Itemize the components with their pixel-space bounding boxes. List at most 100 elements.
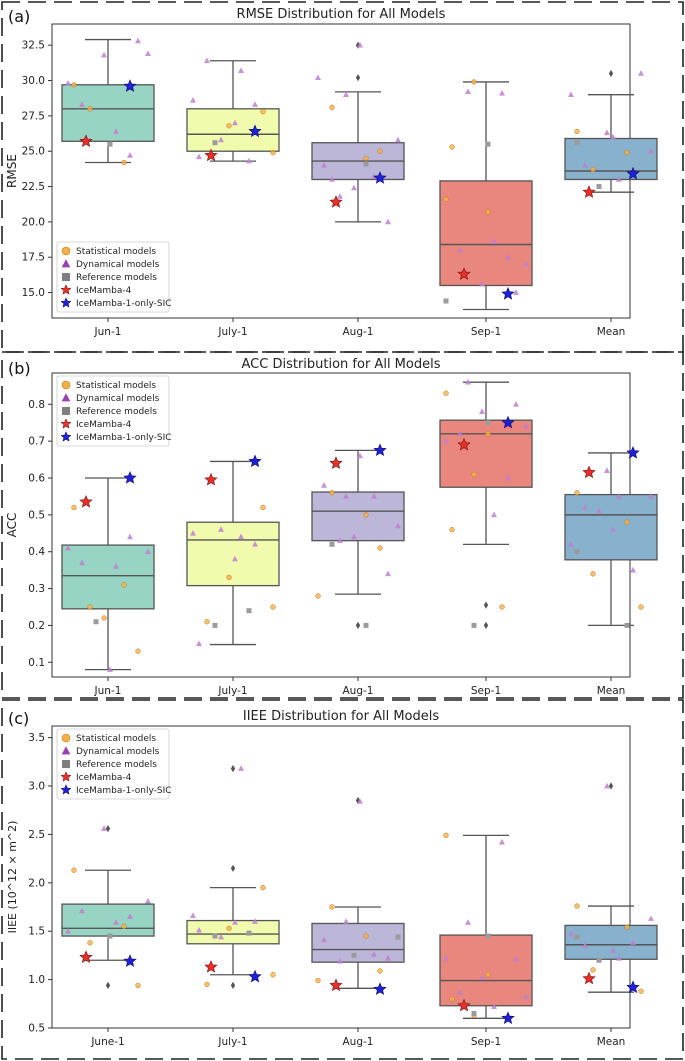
panel-3: (c) IIEE Distribution for All Models 0.5 1.… [1,699,684,1060]
reference-point [485,420,491,426]
box-4 [564,924,658,960]
dynamical-point [337,957,343,964]
dynamical-point [443,437,449,444]
statistical-point [329,104,335,111]
icemamba4-star [329,978,343,992]
legend-marker-icemamba4 [60,284,72,295]
statistical-point [443,832,449,839]
panel-frame [1,699,684,1060]
statistical-point [315,593,321,599]
icemamba-sic-star [373,171,387,184]
dynamical-point [568,930,574,937]
dynamical-point [395,136,401,143]
flier-point [105,981,111,990]
icemamba4-star [457,437,471,451]
dynamical-point [196,640,202,647]
reference-point [471,1010,477,1016]
dynamical-point [395,522,401,529]
y-tick-label: 0.8 [28,399,45,411]
dynamical-point [113,128,119,134]
dynamical-point [135,37,141,44]
flier-point [355,41,361,49]
dynamical-point [371,951,377,957]
statistical-point [499,604,505,610]
dynamical-point [218,933,224,940]
dynamical-point [505,253,511,260]
legend-label-statistical: Statistical models [76,734,156,744]
dynamical-point [79,559,85,566]
legend-marker-icemamba-sic [60,297,72,308]
y-tick-label: 1.5 [28,926,45,938]
dynamical-point [252,101,258,107]
legend-label-dynamical: Dynamical models [76,394,160,404]
dynamical-point [337,537,343,543]
statistical-point [574,490,580,496]
y-tick-label: 2.5 [28,829,45,841]
statistical-point [449,996,455,1002]
dynamical-point [491,1003,497,1010]
icemamba4-star [79,134,93,147]
flier-point [608,69,614,78]
dynamical-point [65,544,71,551]
dynamical-point [616,955,622,961]
dynamical-point [357,798,363,804]
dynamical-point [479,280,485,287]
box-4 [564,137,658,181]
icemamba-sic-star [248,454,262,468]
dynamical-point [204,57,210,64]
panel-label: (a) [8,7,30,26]
dynamical-point [513,289,519,295]
legend-label-reference: Reference models [76,273,157,283]
flier-point [608,782,614,790]
statistical-point [590,967,596,973]
dynamical-point [343,493,349,499]
statistical-point [449,526,455,533]
dynamical-point [491,238,497,244]
box-1 [186,919,280,945]
dynamical-point [523,423,529,429]
statistical-point [590,166,596,173]
statistical-point [485,209,491,215]
icemamba4-star [79,494,93,508]
y-tick-label: 20.0 [22,216,45,228]
statistical-point [638,604,644,610]
reference-point [485,933,491,939]
dynamical-point [499,89,505,96]
dynamical-point [190,97,196,103]
dynamical-point [513,955,519,962]
dynamical-point [465,88,471,95]
statistical-point [443,196,449,202]
dynamical-point [491,511,497,518]
dynamical-point [218,526,224,532]
legend-label-icemamba4: IceMamba-4 [76,773,132,783]
dynamical-point [568,541,574,547]
chart-title: RMSE Distribution for All Models [237,7,446,22]
dynamical-point [582,942,588,949]
x-tick-label: Jun-1 [94,685,122,697]
dynamical-point [113,563,119,569]
icemamba-sic-star [248,969,262,983]
x-tick-label: Aug-1 [343,326,374,338]
dynamical-point [79,101,85,107]
x-tick-label: July-1 [217,326,247,338]
legend-label-statistical: Statistical models [76,381,156,391]
x-tick-label: July-1 [217,685,247,697]
box-3 [439,180,533,287]
dynamical-point [604,782,610,789]
x-tick-label: Sep-1 [471,326,501,338]
y-tick-label: 0.4 [28,546,45,558]
dynamical-point [443,955,449,961]
reference-point [596,957,602,963]
legend-marker-dynamical [61,393,71,402]
statistical-point [121,582,127,588]
statistical-point [121,923,127,930]
dynamical-point [196,153,202,160]
box-3 [439,934,533,1007]
legend: Statistical models Dynamical models Refere… [56,375,172,447]
legend: Statistical models Dynamical models Refere… [56,728,172,800]
dynamical-point [329,176,335,182]
dynamical-point [648,915,654,921]
statistical-point [624,924,630,930]
legend-box [56,241,170,313]
y-tick-label: 0.2 [28,620,45,632]
